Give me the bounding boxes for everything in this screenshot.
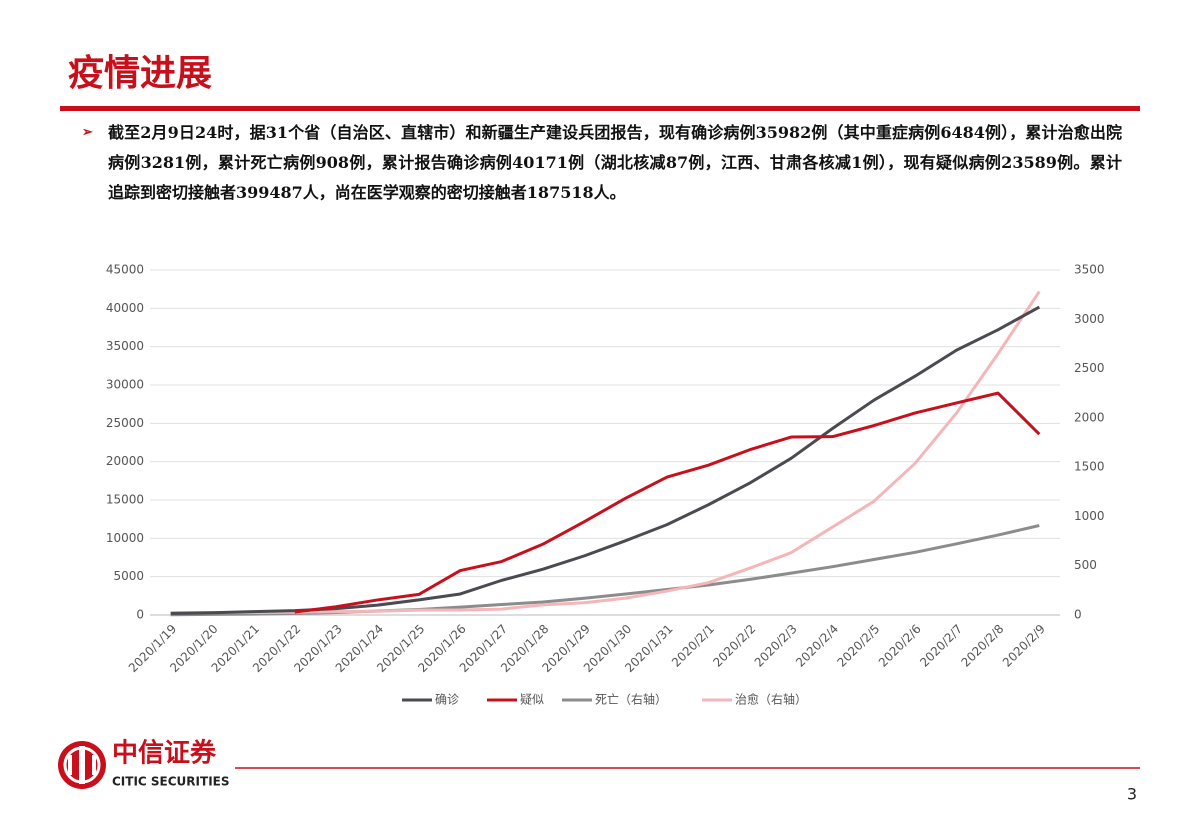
- series-line: [170, 290, 1041, 615]
- y2-tick-label: 500: [1074, 558, 1097, 572]
- x-tick-label: 2020/2/2: [710, 622, 758, 670]
- x-tick-label: 2020/2/6: [876, 622, 924, 670]
- y-tick-label: 30000: [106, 378, 144, 392]
- title-rule: [60, 106, 1140, 111]
- y-tick-label: 35000: [106, 339, 144, 353]
- y-tick-label: 40000: [106, 301, 144, 315]
- x-tick-label: 2020/2/8: [959, 622, 1007, 670]
- logo: [58, 741, 106, 789]
- x-tick-label: 2020/2/9: [1000, 622, 1048, 670]
- y2-tick-label: 1500: [1074, 460, 1105, 474]
- y2-tick-label: 2500: [1074, 361, 1105, 375]
- x-tick-label: 2020/2/5: [834, 622, 882, 670]
- y-tick-label: 0: [136, 608, 144, 622]
- y-tick-label: 45000: [106, 263, 144, 277]
- y2-tick-label: 1000: [1074, 509, 1105, 523]
- brand-en: CITIC SECURITIES: [112, 775, 230, 789]
- series-line: [170, 305, 1041, 615]
- page-number: 3: [1127, 785, 1137, 804]
- bullet-arrow: ➢: [82, 125, 93, 140]
- y-tick-label: 20000: [106, 454, 144, 468]
- x-tick-label: 2020/2/4: [793, 622, 841, 670]
- y-tick-label: 25000: [106, 416, 144, 430]
- bullet-text: 截至2月9日24时，据31个省（自治区、直辖市）和新疆生产建设兵团报告，现有确诊…: [108, 123, 1122, 202]
- y-tick-label: 10000: [106, 531, 144, 545]
- series-line: [294, 391, 1041, 614]
- y-tick-label: 5000: [113, 569, 144, 583]
- legend-label: 疑似: [520, 692, 544, 707]
- x-tick-label: 2020/2/3: [752, 622, 800, 670]
- legend-label: 确诊: [435, 693, 459, 707]
- legend-label: 死亡（右轴）: [595, 692, 667, 707]
- bullet-block: ➢ 截至2月9日24时，据31个省（自治区、直辖市）和新疆生产建设兵团报告，现有…: [82, 118, 1122, 208]
- y2-tick-label: 3500: [1074, 263, 1105, 277]
- y2-tick-label: 0: [1074, 608, 1082, 622]
- y2-tick-label: 2000: [1074, 410, 1105, 424]
- y-tick-label: 15000: [106, 493, 144, 507]
- x-tick-label: 2020/2/1: [669, 622, 717, 670]
- brand: 中信证券: [112, 739, 217, 769]
- legend-label: 治愈（右轴）: [735, 692, 807, 707]
- x-tick-label: 2020/2/7: [917, 622, 965, 670]
- slide-title: 疫情进展: [68, 53, 213, 94]
- y2-tick-label: 3000: [1074, 312, 1105, 326]
